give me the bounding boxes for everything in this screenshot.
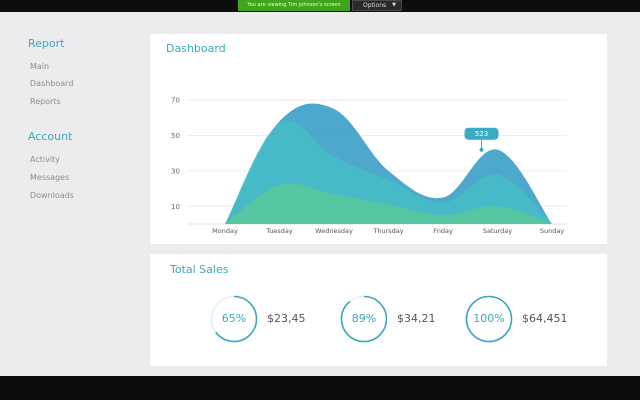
progress-ring: [340, 295, 388, 343]
progress-ring: [465, 295, 513, 343]
sales-amount: $64,451: [522, 312, 568, 325]
chart-y-ticks: 10 30 50 70: [171, 97, 180, 211]
x-tick-label: Thursday: [372, 227, 403, 235]
x-tick-label: Friday: [433, 227, 453, 235]
sales-amount: $23,45: [267, 312, 306, 325]
chart-callout: 523: [464, 127, 499, 152]
top-bar: You are viewing Tim Johnson's screen Opt…: [0, 0, 640, 12]
bottom-bar: [0, 376, 640, 400]
screen-share-banner: You are viewing Tim Johnson's screen: [238, 0, 350, 11]
sidebar-item-dashboard[interactable]: Dashboard: [30, 79, 74, 88]
sidebar-item-downloads[interactable]: Downloads: [30, 191, 74, 200]
options-button[interactable]: Options ▼: [352, 0, 402, 11]
sales-percent: 100%: [473, 312, 505, 325]
x-tick-label: Tuesday: [265, 227, 293, 235]
y-tick-label: 70: [171, 97, 180, 105]
x-tick-label: Sunday: [540, 227, 564, 235]
sidebar-item-main[interactable]: Main: [30, 62, 50, 71]
sidebar-item-reports[interactable]: Reports: [30, 97, 61, 106]
sales-stat-2: 89% $34,21: [340, 295, 470, 343]
chart-areas: [225, 103, 552, 224]
y-tick-label: 30: [171, 167, 180, 175]
callout-dot: [479, 147, 484, 152]
sales-stat-3: 100% $64,451: [465, 295, 605, 343]
callout-bubble: [464, 127, 499, 140]
progress-ring: [210, 295, 258, 343]
sales-percent: 89%: [351, 312, 377, 325]
options-label: Options: [363, 2, 387, 9]
progress-ring-arc: [465, 295, 513, 343]
x-tick-label: Monday: [212, 227, 238, 235]
dashboard-title: Dashboard: [166, 42, 226, 55]
sales-percent: 65%: [221, 312, 247, 325]
sidebar-section-report: Report: [28, 37, 65, 50]
sidebar: Report Main Dashboard Reports Account Ac…: [0, 12, 140, 376]
x-tick-label: Wednesday: [315, 227, 353, 235]
progress-ring-arc: [210, 295, 258, 343]
y-tick-label: 10: [171, 203, 180, 211]
x-tick-label: Saturday: [483, 227, 512, 235]
total-sales-title: Total Sales: [170, 263, 229, 276]
chevron-down-icon: ▼: [392, 2, 396, 8]
chart-x-labels: Monday Tuesday Wednesday Thursday Friday Satu…: [212, 227, 564, 235]
y-tick-label: 50: [171, 132, 180, 140]
sidebar-item-messages[interactable]: Messages: [30, 173, 70, 182]
total-sales-card: Total Sales 65% $23,45 89% $34,21 10: [150, 254, 607, 366]
dashboard-card: Dashboard 10 30 50 70 Monday Tuesday Wednesda…: [150, 34, 607, 244]
sidebar-item-activity[interactable]: Activity: [30, 155, 60, 164]
progress-ring-arc: [340, 295, 388, 343]
callout-value: 523: [475, 130, 488, 138]
series-area: [225, 183, 552, 224]
dashboard-area-chart: 10 30 50 70 Monday Tuesday Wednesday Thursday F…: [171, 97, 567, 235]
sidebar-section-account: Account: [28, 130, 73, 143]
sales-stat-1: 65% $23,45: [210, 295, 340, 343]
sales-amount: $34,21: [397, 312, 436, 325]
